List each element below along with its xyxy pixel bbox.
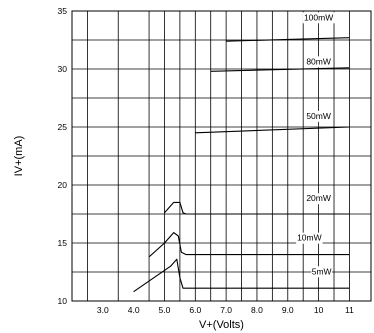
x-tick-label: 5.0 xyxy=(159,305,171,315)
series-line-80mw xyxy=(210,67,350,72)
series-label-10mw: 10mW xyxy=(297,233,322,243)
series-label-background xyxy=(305,56,332,68)
y-tick-label: 15 xyxy=(58,238,68,248)
x-tick-label: 7.0 xyxy=(220,305,232,315)
ticks-layer: 3.0 4.0 5.0 6.0 7.0 8.0 9.0 10 11 10 15 20 25 30 35 xyxy=(58,6,355,315)
series-label-50mw: 50mW xyxy=(306,111,331,121)
series-layer xyxy=(133,37,350,293)
y-tick-label: 20 xyxy=(58,180,68,190)
y-tick-label: 10 xyxy=(58,296,68,306)
x-tick-label: 9.0 xyxy=(282,305,294,315)
series-label-5mw: 5mW xyxy=(312,266,332,276)
y-axis-title: IV+(mA) xyxy=(13,136,25,177)
series-line-50mw xyxy=(195,126,350,134)
grid xyxy=(72,11,371,301)
x-tick-label: 8.0 xyxy=(251,305,263,315)
series-line-5mw xyxy=(133,258,350,293)
series-label-20mw: 20mW xyxy=(306,193,331,203)
y-tick-label: 30 xyxy=(58,64,68,74)
series-label-80mw: 80mW xyxy=(306,56,331,66)
x-tick-label: 6.0 xyxy=(189,305,201,315)
series-label-background xyxy=(302,12,335,24)
series-line-20mw xyxy=(164,201,350,215)
series-label-background xyxy=(305,193,332,205)
series-line-10mw xyxy=(148,232,350,258)
series-label-background xyxy=(296,232,323,244)
series-label-100mw: 100mW xyxy=(304,12,333,22)
series-label-background xyxy=(311,266,333,278)
labels-layer: 5mW 10mW 20mW 50mW 80mW 100mW xyxy=(296,12,335,278)
x-axis-title: V+(Volts) xyxy=(199,319,244,331)
x-tick-label: 11 xyxy=(345,305,354,315)
x-tick-label: 4.0 xyxy=(128,305,140,315)
plot-frame xyxy=(71,10,372,302)
series-label-background xyxy=(305,110,332,122)
x-tick-label: 3.0 xyxy=(97,305,109,315)
y-tick-label: 35 xyxy=(58,6,68,16)
x-tick-label: 10 xyxy=(314,305,324,315)
y-tick-label: 25 xyxy=(58,122,68,132)
series-line-100mw xyxy=(226,37,350,42)
